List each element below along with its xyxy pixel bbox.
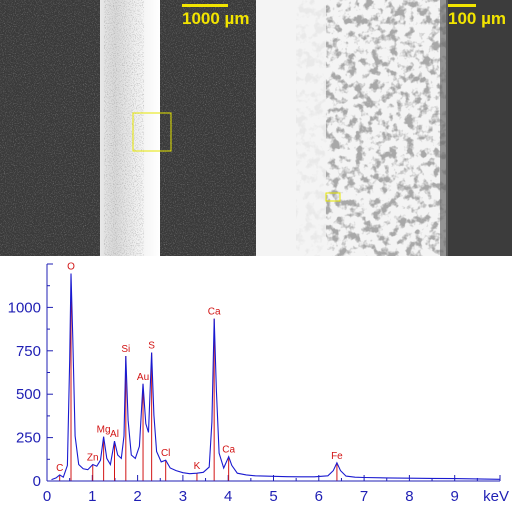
x-tick-label: 1 <box>88 488 96 505</box>
x-tick-label: 4 <box>224 488 232 505</box>
sem-left-canvas <box>0 0 256 256</box>
y-tick-label: 500 <box>16 386 41 403</box>
x-axis-label: keV <box>483 488 509 505</box>
peak-label: Au <box>137 372 149 383</box>
zoom-region-box <box>132 112 172 152</box>
eds-spectrum-chart: 0 1 2 3 4 5 6 7 8 9 0 250 500 750 1000 C O Zn Mg Al Si Au S Cl… <box>8 262 509 505</box>
peak-label: O <box>67 262 75 273</box>
y-tick-label: 0 <box>33 473 41 490</box>
y-tick-label: 750 <box>16 343 41 360</box>
scale-label-left: 1000 µm <box>182 9 250 28</box>
region-marker-box <box>325 192 341 202</box>
x-tick-label: 2 <box>133 488 141 505</box>
sem-right-canvas <box>256 0 512 256</box>
scale-bar-right: 100 µm <box>448 4 506 28</box>
tick-layer: 0 1 2 3 4 5 6 7 8 9 0 250 500 750 1000 <box>8 263 501 505</box>
peak-label: Si <box>121 344 130 355</box>
peak-label: Fe <box>331 451 343 462</box>
x-tick-label: 0 <box>43 488 51 505</box>
x-tick-label: 3 <box>179 488 187 505</box>
scale-bar-left: 1000 µm <box>182 4 250 28</box>
spectrum-line <box>51 273 501 481</box>
peak-label: C <box>56 463 63 474</box>
x-tick-label: 8 <box>405 488 413 505</box>
peak-label-layer: C O Zn Mg Al Si Au S Cl K Ca Ca Fe <box>56 262 343 474</box>
x-tick-label: 6 <box>315 488 323 505</box>
y-tick-label: 250 <box>16 430 41 447</box>
peak-label: Zn <box>87 453 99 464</box>
peak-label: Cl <box>161 448 170 459</box>
x-tick-label: 9 <box>451 488 459 505</box>
peak-label: S <box>148 341 155 352</box>
peak-marker-layer <box>59 273 338 481</box>
x-tick-label: 5 <box>269 488 277 505</box>
scale-label-right: 100 µm <box>448 9 506 28</box>
peak-label: Al <box>110 429 119 440</box>
x-tick-label: 7 <box>360 488 368 505</box>
y-tick-label: 1000 <box>8 299 41 316</box>
peak-label: K <box>194 461 201 472</box>
peak-label: Mg <box>97 425 111 436</box>
sem-image-high-magnification: 100 µm <box>256 0 512 256</box>
peak-label: Ca <box>222 445 235 456</box>
peak-label: Ca <box>208 307 221 318</box>
sem-image-low-magnification: 1000 µm <box>0 0 256 256</box>
